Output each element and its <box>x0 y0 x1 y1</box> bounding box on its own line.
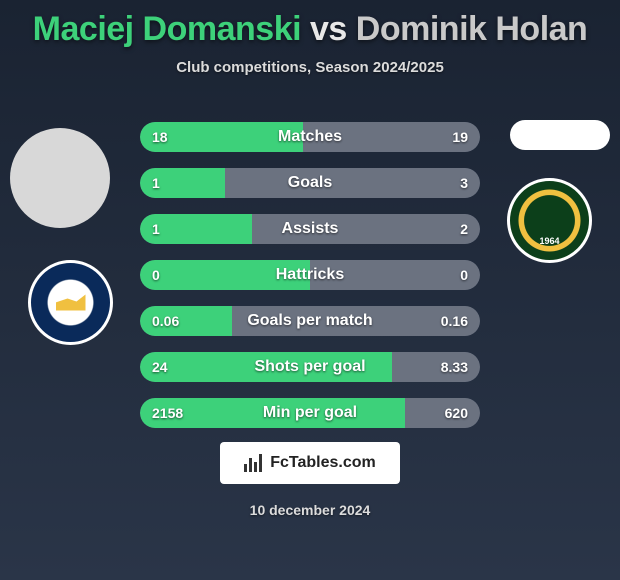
player2-avatar <box>510 120 610 150</box>
player2-name: Dominik Holan <box>356 10 588 48</box>
stat-value-right: 2 <box>460 214 468 244</box>
stat-row: 1 Assists 2 <box>140 214 480 244</box>
stat-label: Shots per goal <box>140 352 480 382</box>
snapshot-date: 10 december 2024 <box>0 502 620 518</box>
stat-label: Assists <box>140 214 480 244</box>
comparison-title: Maciej Domanski vs Dominik Holan <box>0 0 620 49</box>
stat-label: Matches <box>140 122 480 152</box>
player1-name: Maciej Domanski <box>33 10 301 48</box>
stat-row: 0 Hattricks 0 <box>140 260 480 290</box>
stat-label: Hattricks <box>140 260 480 290</box>
brand-text: FcTables.com <box>270 454 376 472</box>
stat-value-right: 0.16 <box>441 306 468 336</box>
stat-value-right: 620 <box>445 398 468 428</box>
stat-row: 1 Goals 3 <box>140 168 480 198</box>
stat-label: Goals per match <box>140 306 480 336</box>
chart-icon <box>244 454 264 472</box>
player1-club-badge <box>28 260 113 345</box>
stat-value-right: 0 <box>460 260 468 290</box>
stat-value-right: 19 <box>452 122 468 152</box>
stat-row: 18 Matches 19 <box>140 122 480 152</box>
player2-club-badge <box>507 178 592 263</box>
stat-value-right: 8.33 <box>441 352 468 382</box>
stat-label: Min per goal <box>140 398 480 428</box>
player1-avatar <box>10 128 110 228</box>
vs-text: vs <box>310 10 347 48</box>
stat-label: Goals <box>140 168 480 198</box>
stats-container: 18 Matches 19 1 Goals 3 1 Assists 2 0 Ha… <box>140 122 480 444</box>
stat-value-right: 3 <box>460 168 468 198</box>
subtitle: Club competitions, Season 2024/2025 <box>0 59 620 76</box>
stat-row: 0.06 Goals per match 0.16 <box>140 306 480 336</box>
stat-row: 2158 Min per goal 620 <box>140 398 480 428</box>
stat-row: 24 Shots per goal 8.33 <box>140 352 480 382</box>
brand-logo[interactable]: FcTables.com <box>220 442 400 484</box>
